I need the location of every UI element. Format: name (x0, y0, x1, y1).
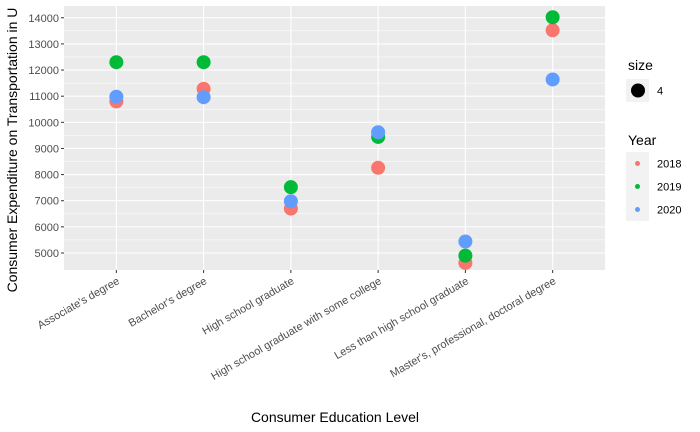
y-tick-label: 5000 (35, 248, 59, 260)
point-2020 (371, 125, 386, 140)
point-2019 (458, 248, 473, 263)
x-axis-title: Consumer Education Level (251, 409, 419, 425)
size-legend-dot (631, 83, 645, 98)
point-2019 (283, 180, 298, 195)
legend-label: 2019 (657, 182, 681, 194)
y-tick-label: 14000 (28, 13, 59, 25)
y-tick-label: 13000 (28, 39, 59, 51)
point-2018 (371, 160, 386, 175)
y-tick-label: 12000 (28, 65, 59, 77)
y-tick-label: 11000 (29, 91, 59, 103)
x-axis-ticks: Associate's degree Bachelor's degreeHigh … (36, 270, 558, 383)
y-tick-label: 10000 (28, 117, 59, 129)
x-tick-label: Bachelor's degree (127, 275, 209, 330)
legend-dot-2020 (635, 207, 640, 212)
y-tick-label: 9000 (35, 143, 59, 155)
legend-dot-2018 (635, 161, 640, 166)
color-legend-title: Year (628, 132, 657, 148)
color-legend-items: 2018 2019 2020 (626, 152, 681, 221)
x-tick-label: High school graduate (200, 275, 296, 337)
data-points (109, 10, 560, 270)
point-2020 (109, 89, 124, 104)
minor-gridlines (64, 30, 605, 241)
size-legend: size 4 (626, 57, 663, 102)
point-2018 (545, 23, 560, 38)
x-tick-label: Master's, professional, doctoral degree (388, 275, 558, 380)
size-legend-title: size (628, 57, 653, 73)
x-tick-label: High school graduate with some college (209, 275, 383, 383)
y-tick-label: 7000 (35, 196, 59, 208)
y-axis-title: Consumer Expenditure on Transportation i… (4, 8, 20, 293)
point-2020 (458, 234, 473, 249)
color-legend: Year 2018 2019 2020 (626, 132, 681, 221)
point-2019 (196, 55, 211, 70)
point-2019 (109, 55, 124, 70)
point-2020 (545, 72, 560, 87)
y-axis-ticks: 5000 6000 7000 8000 9000 10000 11000 12000 13000… (28, 13, 64, 260)
y-tick-label: 6000 (35, 222, 59, 234)
size-legend-label: 4 (657, 86, 663, 98)
legend-label: 2020 (657, 205, 681, 217)
legend-dot-2019 (635, 184, 640, 189)
point-2020 (283, 194, 298, 209)
point-2019 (545, 10, 560, 25)
major-gridlines (64, 6, 605, 270)
legend-label: 2018 (657, 159, 681, 171)
y-tick-label: 8000 (35, 170, 59, 182)
panel-background (64, 6, 605, 270)
point-2020 (196, 90, 211, 105)
x-tick-label: Associate's degree (36, 275, 122, 332)
